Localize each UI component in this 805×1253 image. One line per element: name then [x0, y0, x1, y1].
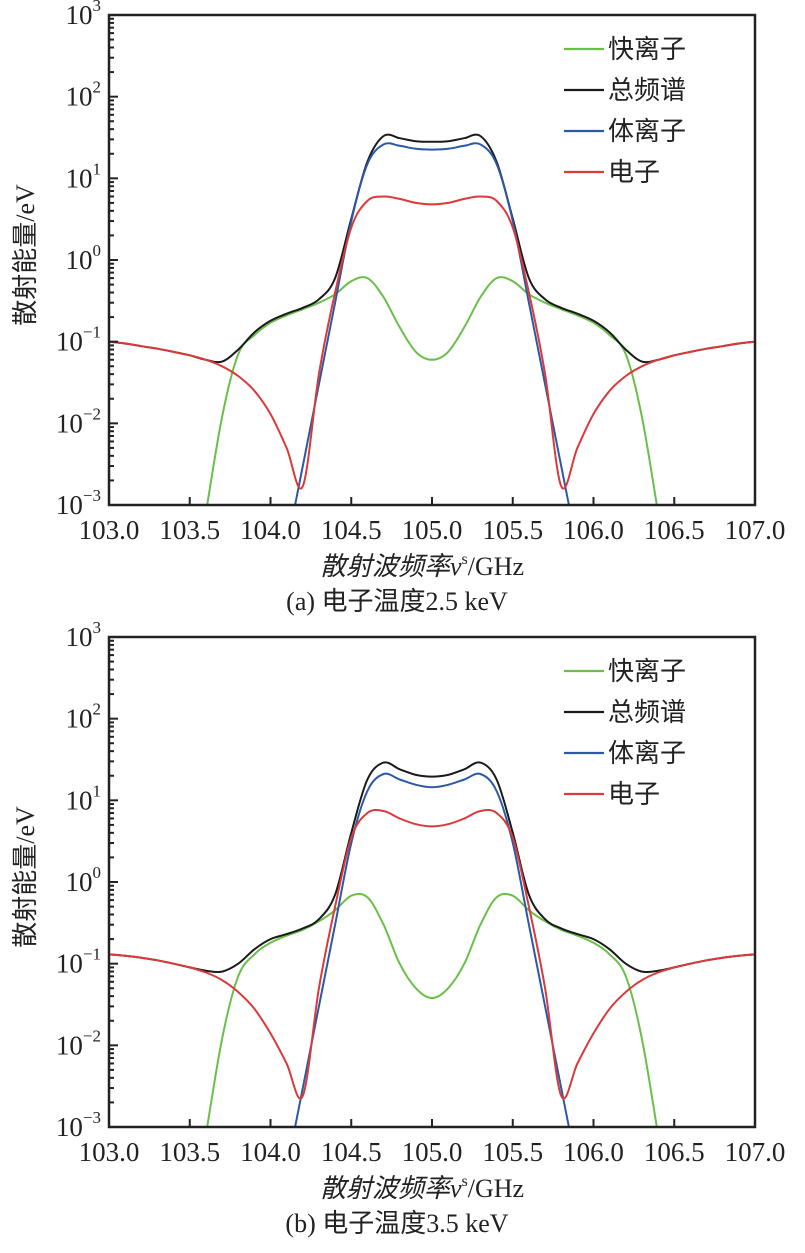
y-tick-label: 101	[66, 159, 102, 193]
y-tick-label: 10−2	[56, 404, 101, 438]
legend-label: 快离子	[608, 35, 686, 64]
y-tick-label: 101	[66, 781, 102, 815]
y-tick-label: 100	[66, 863, 102, 897]
legend-label: 总频谱	[608, 698, 686, 727]
x-tick-label: 103.0	[79, 515, 140, 545]
y-tick-label: 100	[66, 241, 102, 275]
y-tick-label: 102	[66, 700, 102, 734]
x-tick-label: 106.5	[644, 515, 705, 545]
x-tick-label: 105.5	[482, 515, 543, 545]
legend-label: 电子	[608, 780, 660, 809]
legend-label: 电子	[608, 158, 660, 187]
legend-label: 快离子	[608, 657, 686, 686]
y-tick-label: 10−3	[56, 486, 101, 520]
x-tick-label: 105.5	[482, 1137, 543, 1167]
y-tick-label: 103	[66, 618, 102, 652]
x-tick-label: 106.0	[563, 1137, 624, 1167]
plot-area	[109, 133, 755, 505]
series-line-1	[109, 761, 755, 974]
y-tick-label: 10−2	[56, 1026, 101, 1060]
series-line-0	[206, 892, 658, 1127]
x-tick-label: 104.0	[240, 515, 301, 545]
y-tick-label: 10−3	[56, 1108, 101, 1142]
x-tick-label: 105.0	[402, 1137, 463, 1167]
y-tick-label: 10−1	[56, 323, 101, 357]
series-line-2	[294, 142, 570, 505]
y-tick-label: 10−1	[56, 945, 101, 979]
y-axis-label: 散射能量/eV	[11, 806, 40, 948]
series-line-1	[109, 133, 755, 364]
x-axis-label: 散射波频率νs/GHz	[320, 551, 524, 581]
x-tick-label: 104.0	[240, 1137, 301, 1167]
legend-label: 体离子	[608, 117, 686, 146]
y-tick-label: 103	[66, 0, 102, 30]
series-line-3	[109, 195, 755, 490]
x-tick-label: 105.0	[402, 515, 463, 545]
x-tick-label: 106.0	[563, 515, 624, 545]
series-line-0	[206, 276, 658, 505]
y-axis-label: 散射能量/eV	[11, 184, 40, 326]
legend-label: 总频谱	[608, 76, 686, 105]
chart-caption: (b) 电子温度3.5 keV	[285, 1209, 508, 1238]
x-tick-label: 107.0	[725, 515, 786, 545]
x-tick-label: 103.5	[159, 515, 220, 545]
plot-area	[109, 761, 755, 1127]
series-line-2	[294, 772, 570, 1127]
x-tick-label: 103.5	[159, 1137, 220, 1167]
legend-label: 体离子	[608, 739, 686, 768]
series-line-3	[109, 809, 755, 1100]
x-tick-label: 107.0	[725, 1137, 786, 1167]
x-tick-label: 106.5	[644, 1137, 705, 1167]
x-axis-label: 散射波频率νs/GHz	[320, 1173, 524, 1203]
y-tick-label: 102	[66, 78, 102, 112]
x-tick-label: 104.5	[321, 515, 382, 545]
chart-caption: (a) 电子温度2.5 keV	[286, 587, 508, 616]
x-tick-label: 103.0	[79, 1137, 140, 1167]
x-tick-label: 104.5	[321, 1137, 382, 1167]
